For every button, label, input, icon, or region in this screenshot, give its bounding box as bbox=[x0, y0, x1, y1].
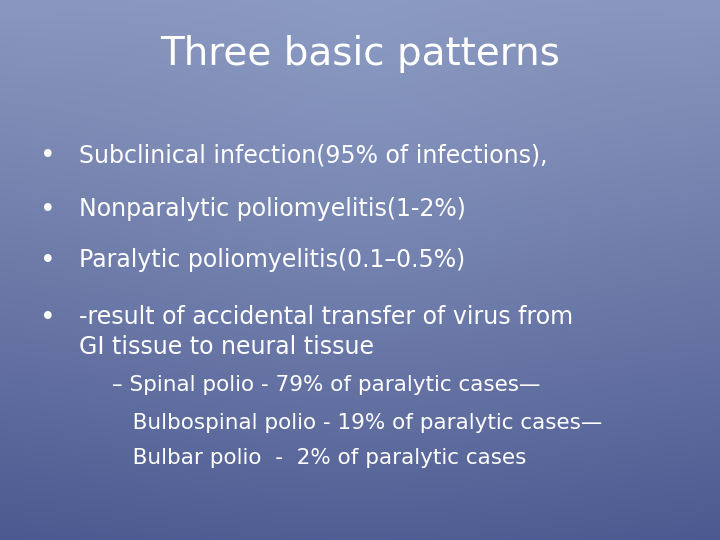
Text: •: • bbox=[40, 197, 55, 223]
Text: Paralytic poliomyelitis(0.1–0.5%): Paralytic poliomyelitis(0.1–0.5%) bbox=[79, 248, 465, 272]
Text: Subclinical infection(95% of infections),: Subclinical infection(95% of infections)… bbox=[79, 143, 548, 167]
Text: -result of accidental transfer of virus from
GI tissue to neural tissue: -result of accidental transfer of virus … bbox=[79, 305, 573, 359]
Text: Nonparalytic poliomyelitis(1-2%): Nonparalytic poliomyelitis(1-2%) bbox=[79, 197, 466, 221]
Text: Bulbar polio  -  2% of paralytic cases: Bulbar polio - 2% of paralytic cases bbox=[112, 448, 526, 468]
Text: Bulbospinal polio - 19% of paralytic cases—: Bulbospinal polio - 19% of paralytic cas… bbox=[112, 413, 602, 433]
Text: Three basic patterns: Three basic patterns bbox=[160, 35, 560, 73]
Text: – Spinal polio - 79% of paralytic cases—: – Spinal polio - 79% of paralytic cases— bbox=[112, 375, 540, 395]
Text: •: • bbox=[40, 248, 55, 274]
Text: •: • bbox=[40, 143, 55, 169]
Text: •: • bbox=[40, 305, 55, 331]
